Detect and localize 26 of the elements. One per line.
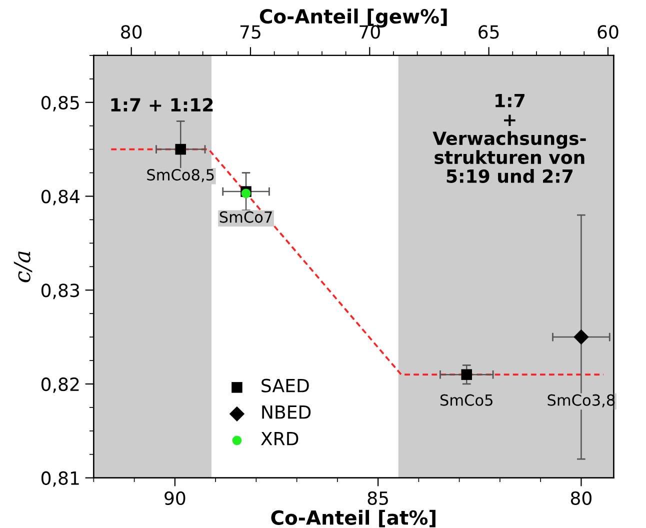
annotation: SmCo8,5 bbox=[147, 169, 214, 182]
x-axis-title: Co-Anteil [at%] bbox=[271, 510, 436, 528]
y-tick-label: 0,84 bbox=[41, 190, 80, 206]
x2-tick-label: 60 bbox=[598, 25, 618, 39]
y-tick-label: 0,85 bbox=[41, 96, 79, 112]
x2-tick-label: 80 bbox=[121, 25, 142, 39]
point bbox=[241, 188, 251, 198]
x-tick-label: 90 bbox=[164, 491, 186, 506]
y-tick-label: 0,81 bbox=[41, 471, 79, 487]
y-axis-title: c/a bbox=[14, 252, 32, 282]
annotation: 1:7 + Verwachsungs- strukturen von 5:19 und 2:7 bbox=[432, 94, 586, 183]
legend-label: SAED bbox=[262, 378, 309, 392]
x2-tick-label: 65 bbox=[478, 25, 499, 39]
annotation: SmCo5 bbox=[440, 394, 492, 406]
point bbox=[461, 369, 472, 380]
legend-label: NBED bbox=[262, 405, 311, 419]
point bbox=[574, 329, 589, 345]
point bbox=[175, 144, 186, 155]
x-tick-label: 80 bbox=[570, 491, 592, 506]
annotation: SmCo7 bbox=[220, 211, 272, 223]
legend-label: XRD bbox=[260, 432, 298, 446]
y-tick-label: 0,82 bbox=[41, 377, 79, 393]
annotation: 1:7 + 1:12 bbox=[111, 98, 213, 112]
y-tick-label: 0,83 bbox=[41, 284, 80, 300]
x2-tick-label: 75 bbox=[240, 25, 260, 39]
x-tick-label: 85 bbox=[368, 491, 388, 506]
